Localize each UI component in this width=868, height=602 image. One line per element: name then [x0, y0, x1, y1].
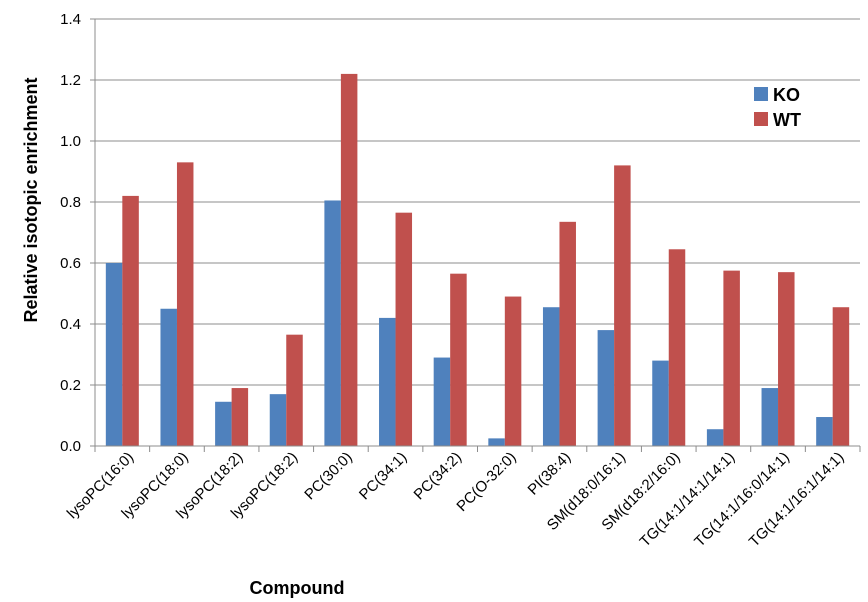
y-tick-label: 1.2 — [60, 72, 81, 89]
bar-ko — [324, 200, 341, 446]
bar-ko — [105, 263, 123, 446]
bar-wt — [832, 307, 850, 446]
x-tick-label: PI(38:4) — [525, 449, 575, 499]
bar-ko — [816, 417, 833, 446]
x-tick-label: TG(14:1/16:1/14:1) — [746, 449, 848, 551]
bar-ko — [379, 317, 396, 446]
bar-ko — [706, 429, 724, 446]
legend-swatch-wt — [754, 112, 768, 126]
y-tick-label: 1.0 — [60, 133, 81, 150]
bar-wt — [778, 272, 795, 446]
legend: KO WT — [754, 85, 801, 130]
y-tick-label: 0.8 — [60, 194, 81, 211]
x-tick-label: TG(14:1/16:0/14:1) — [691, 449, 793, 551]
legend-label-wt: WT — [773, 110, 801, 130]
y-tick-label: 0.4 — [60, 316, 81, 333]
x-tick-label: PC(34:1) — [356, 449, 410, 503]
bar-wt — [231, 388, 249, 446]
x-tick-label: PC(O-32:0) — [453, 449, 519, 515]
bar-wt — [176, 162, 194, 446]
y-tick-label: 0.6 — [60, 255, 81, 272]
x-tick-labels: lysoPC(16:0)lysoPC(18:0)lysoPC(18:2)lyso… — [64, 449, 848, 551]
x-tick-label: PC(34:2) — [411, 449, 465, 503]
bar-ko — [761, 388, 779, 446]
bar-wt — [395, 212, 413, 446]
bar-wt — [559, 221, 576, 446]
axes — [94, 19, 861, 452]
x-axis-title: Compound — [250, 578, 345, 598]
bar-ko — [652, 360, 669, 446]
bar-ko — [488, 438, 505, 446]
bar-ko — [269, 394, 287, 446]
bar-ko — [597, 330, 615, 446]
gridlines — [90, 18, 860, 447]
x-tick-label: PC(30:0) — [301, 449, 355, 503]
x-tick-label: TG(14:1/14:1/14:1) — [637, 449, 739, 551]
bar-wt — [668, 249, 686, 446]
bar-ko — [160, 308, 177, 446]
bar-wt — [723, 270, 740, 446]
y-axis-title: Relative isotopic enrichment — [21, 77, 41, 322]
y-tick-labels: 0.0 0.2 0.4 0.6 0.8 1.0 1.2 1.4 — [60, 11, 81, 455]
bar-series — [105, 73, 850, 447]
legend-swatch-ko — [754, 87, 768, 101]
bar-wt — [286, 334, 303, 446]
y-tick-label: 0.0 — [60, 438, 81, 455]
bar-wt — [450, 273, 467, 446]
bar-ko — [215, 401, 232, 446]
y-tick-label: 1.4 — [60, 11, 81, 28]
legend-label-ko: KO — [773, 85, 800, 105]
bar-wt — [340, 73, 358, 447]
bar-ko — [433, 357, 451, 446]
bar-wt — [504, 296, 522, 446]
bar-ko — [542, 307, 560, 446]
bar-wt — [122, 195, 139, 446]
bar-wt — [614, 165, 631, 446]
y-tick-label: 0.2 — [60, 377, 81, 394]
